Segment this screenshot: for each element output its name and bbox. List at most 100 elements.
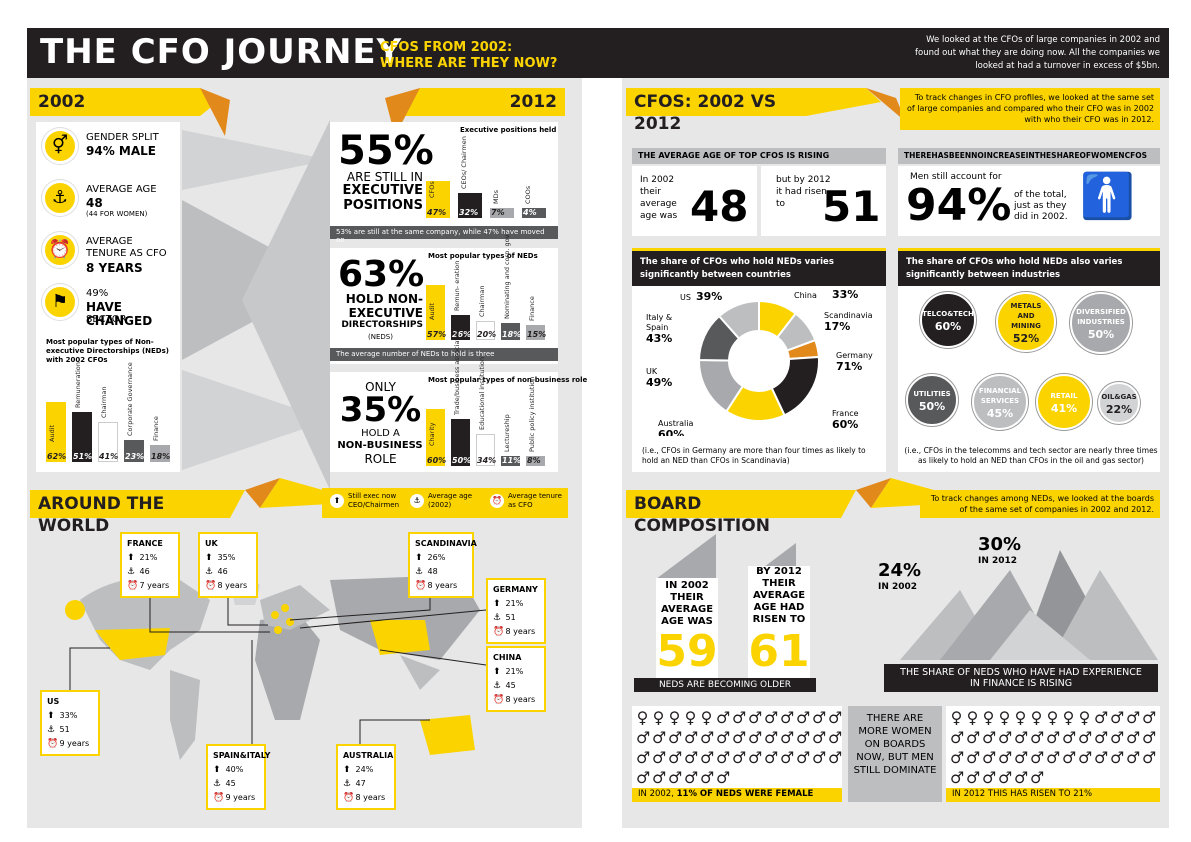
donut-value: 60% xyxy=(658,428,684,436)
person-female-icon: ♀ xyxy=(652,708,665,727)
bar-nonbizchart-2 xyxy=(476,433,495,466)
country-name: UK xyxy=(205,539,218,548)
bar-nonbizchart-0 xyxy=(426,409,445,466)
stat-0-l2: 94% MALE xyxy=(86,144,156,158)
bar-pct-execchart-3: 4% xyxy=(523,208,537,217)
country-exec: 21% xyxy=(505,667,524,676)
age-icon: ⚓ xyxy=(205,567,214,577)
person-male-icon: ♂ xyxy=(780,708,795,727)
person-male-icon: ♂ xyxy=(716,728,731,747)
stat-0-l1: GENDER SPLIT xyxy=(86,132,159,143)
clock-icon: ⏰ xyxy=(47,739,59,749)
legend-2: Average tenure as CFO xyxy=(508,492,562,509)
nonbiz-chart: Charity 60% Trade/business association 50% E… xyxy=(426,328,551,466)
board-a-text: IN 2002 THEIR AVERAGE AGE WAS xyxy=(660,580,714,627)
country-name: US xyxy=(47,697,60,706)
bar-execchart-2 xyxy=(490,208,514,218)
ned-chart-title: Most popular types of NEDs xyxy=(428,252,538,260)
stat-3-l1: 49% xyxy=(86,288,109,299)
page-title: THE CFO JOURNEY xyxy=(40,32,403,72)
donut-slice-italyspain xyxy=(717,299,760,340)
arrow-up-icon: ⬆ xyxy=(205,553,213,563)
country-tenure: 8 years xyxy=(217,581,248,590)
exec-card xyxy=(330,122,558,238)
country-exec: 24% xyxy=(355,765,374,774)
donut-value: 33% xyxy=(832,288,858,301)
ned-l3: DIRECTORSHIPS xyxy=(341,320,423,330)
person-male-icon: ♂ xyxy=(950,728,965,747)
person-female-icon: ♀ xyxy=(1014,708,1027,727)
board-bv: 61 xyxy=(748,626,810,677)
country-exec: 33% xyxy=(59,711,78,720)
arrow-up-icon: ⬆ xyxy=(47,711,55,721)
map-box-uk: UK ⬆ 35% ⚓ 46 ⏰ 8 years xyxy=(198,532,258,598)
person-male-icon: ♂ xyxy=(636,748,651,767)
person-male-icon: ♂ xyxy=(1094,708,1109,727)
person-male-icon: ♂ xyxy=(982,728,997,747)
age-icon: ⚓ xyxy=(493,681,502,691)
industry-2: DIVERSIFIED INDUSTRIES 50% xyxy=(1070,292,1132,354)
arrow-up-icon: ⬆ xyxy=(415,553,423,563)
bar-pct-execchart-0: 47% xyxy=(427,208,447,217)
person-male-icon: ♂ xyxy=(700,728,715,747)
donut-value: 17% xyxy=(824,320,850,333)
board-desc: To track changes among NEDs, we looked a… xyxy=(920,490,1160,518)
age-icon: ⚓ xyxy=(213,779,222,789)
bar-nonbizchart-3 xyxy=(501,455,520,466)
person-female-icon: ♀ xyxy=(998,708,1011,727)
stat-3-l2: HAVE CHANGED xyxy=(86,300,153,328)
country-age: 48 xyxy=(427,567,438,576)
industry-6: OIL&GAS 22% xyxy=(1098,382,1140,424)
year-2012-banner: 2012 xyxy=(440,88,565,116)
person-male-icon: ♂ xyxy=(716,748,731,767)
donut-value: 43% xyxy=(646,332,672,345)
person-male-icon: ♂ xyxy=(1046,748,1061,767)
donut-value: 71% xyxy=(836,360,862,373)
world-legend xyxy=(322,488,568,518)
person-male-icon: ♂ xyxy=(652,748,667,767)
country-name: FRANCE xyxy=(127,539,163,548)
country-exec: 21% xyxy=(139,553,158,562)
age-2012-house xyxy=(748,566,810,678)
age-icon: ⚓ xyxy=(410,494,424,508)
person-male-icon: ♂ xyxy=(1110,708,1125,727)
ned-2002-title: Most popular types of Non-executive Dire… xyxy=(46,338,169,364)
country-exec: 26% xyxy=(427,553,446,562)
year-2002-banner: 2002 xyxy=(30,88,180,116)
person-male-icon: ♂ xyxy=(1030,728,1045,747)
country-exec: 40% xyxy=(225,765,244,774)
country-tenure: 8 years xyxy=(355,793,386,802)
country-age: 45 xyxy=(505,681,516,690)
bar-pct-nedchart-3: 18% xyxy=(502,330,522,339)
person-female-icon: ♀ xyxy=(1078,708,1091,727)
age-icon: ⚓ xyxy=(415,567,424,577)
arrow-up-icon: ⬆ xyxy=(493,599,501,609)
map-box-scandinavia: SCANDINAVIA ⬆ 26% ⚓ 48 ⏰ 8 years xyxy=(408,532,477,598)
age-icon: ⚓ xyxy=(343,779,352,789)
stat-2-l1: AVERAGE xyxy=(86,236,133,247)
industry-5: RETAIL 41% xyxy=(1036,374,1092,430)
map-box-germany: GERMANY ⬆ 21% ⚓ 51 ⏰ 8 years xyxy=(486,578,546,644)
industry-name: TELCO&TECH xyxy=(922,309,974,318)
bar-pct-execchart-2: 7% xyxy=(491,208,505,217)
clock-icon: ⏰ xyxy=(127,581,139,591)
person-male-icon: ♂ xyxy=(1094,728,1109,747)
person-female-icon: ♀ xyxy=(668,708,681,727)
person-female-icon: ♀ xyxy=(982,708,995,727)
header-bar xyxy=(27,28,1169,78)
donut-label: Scandinavia xyxy=(824,311,873,320)
person-male-icon: ♂ xyxy=(966,748,981,767)
person-male-icon: ♂ xyxy=(668,728,683,747)
arrow-up-icon: ⬆ xyxy=(127,553,135,563)
industry-4: FINANCIAL SERVICES 45% xyxy=(972,374,1028,430)
nonbiz-l1: HOLD A xyxy=(361,428,400,439)
bar-pct-nonbizchart-0: 60% xyxy=(427,456,447,465)
women-2012-grid: ♀ ♀ ♀ ♀ ♀ ♀ ♀ ♀ ♀ ♂ ♂ ♂ ♂ ♂ ♂ ♂ ♂ ♂ ♂ ♂ ♂ ♂ ♂ ♂ ♂ ♂ ♂ ♂ ♂ ♂ ♂ ♂ ♂ ♂ ♂ ♂ ♂ ♂ ♂ ♂… xyxy=(946,706,1160,796)
women-card xyxy=(898,166,1160,236)
stat-2-l1b: TENURE AS CFO xyxy=(86,248,167,259)
women-title: THEREHASBEENNOINCREASEINTHESHAREOFWOMENC… xyxy=(898,148,1160,164)
person-male-icon: ♂ xyxy=(1094,748,1109,767)
person-male-icon: ♂ xyxy=(966,768,981,787)
bar-execchart-1 xyxy=(458,192,482,218)
